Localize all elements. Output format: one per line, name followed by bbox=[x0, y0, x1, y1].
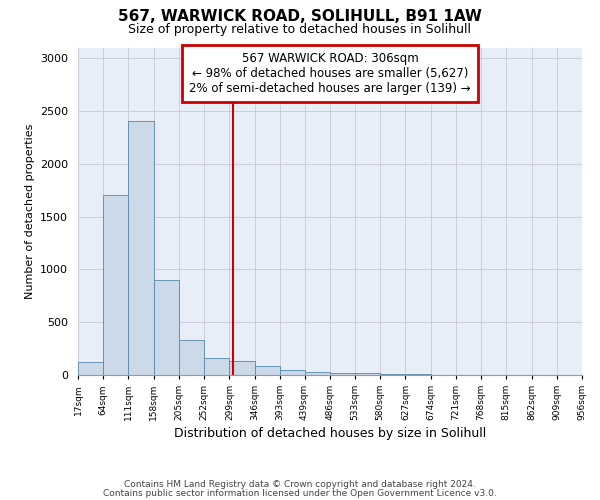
Text: Size of property relative to detached houses in Solihull: Size of property relative to detached ho… bbox=[128, 22, 472, 36]
Text: 567 WARWICK ROAD: 306sqm
← 98% of detached houses are smaller (5,627)
2% of semi: 567 WARWICK ROAD: 306sqm ← 98% of detach… bbox=[189, 52, 471, 96]
Bar bbox=[355, 374, 380, 375]
Bar bbox=[204, 358, 229, 375]
Text: Contains public sector information licensed under the Open Government Licence v3: Contains public sector information licen… bbox=[103, 490, 497, 498]
X-axis label: Distribution of detached houses by size in Solihull: Distribution of detached houses by size … bbox=[174, 428, 486, 440]
Text: 567, WARWICK ROAD, SOLIHULL, B91 1AW: 567, WARWICK ROAD, SOLIHULL, B91 1AW bbox=[118, 9, 482, 24]
Text: Contains HM Land Registry data © Crown copyright and database right 2024.: Contains HM Land Registry data © Crown c… bbox=[124, 480, 476, 489]
Y-axis label: Number of detached properties: Number of detached properties bbox=[25, 124, 35, 299]
Bar bbox=[305, 372, 330, 375]
Bar bbox=[254, 366, 280, 375]
Bar bbox=[280, 370, 305, 375]
Bar bbox=[154, 280, 179, 375]
Bar bbox=[330, 373, 355, 375]
Bar bbox=[179, 340, 204, 375]
Bar bbox=[128, 122, 154, 375]
Bar bbox=[103, 196, 128, 375]
Bar bbox=[229, 362, 254, 375]
Bar bbox=[406, 374, 431, 375]
Bar bbox=[78, 362, 103, 375]
Bar bbox=[380, 374, 406, 375]
